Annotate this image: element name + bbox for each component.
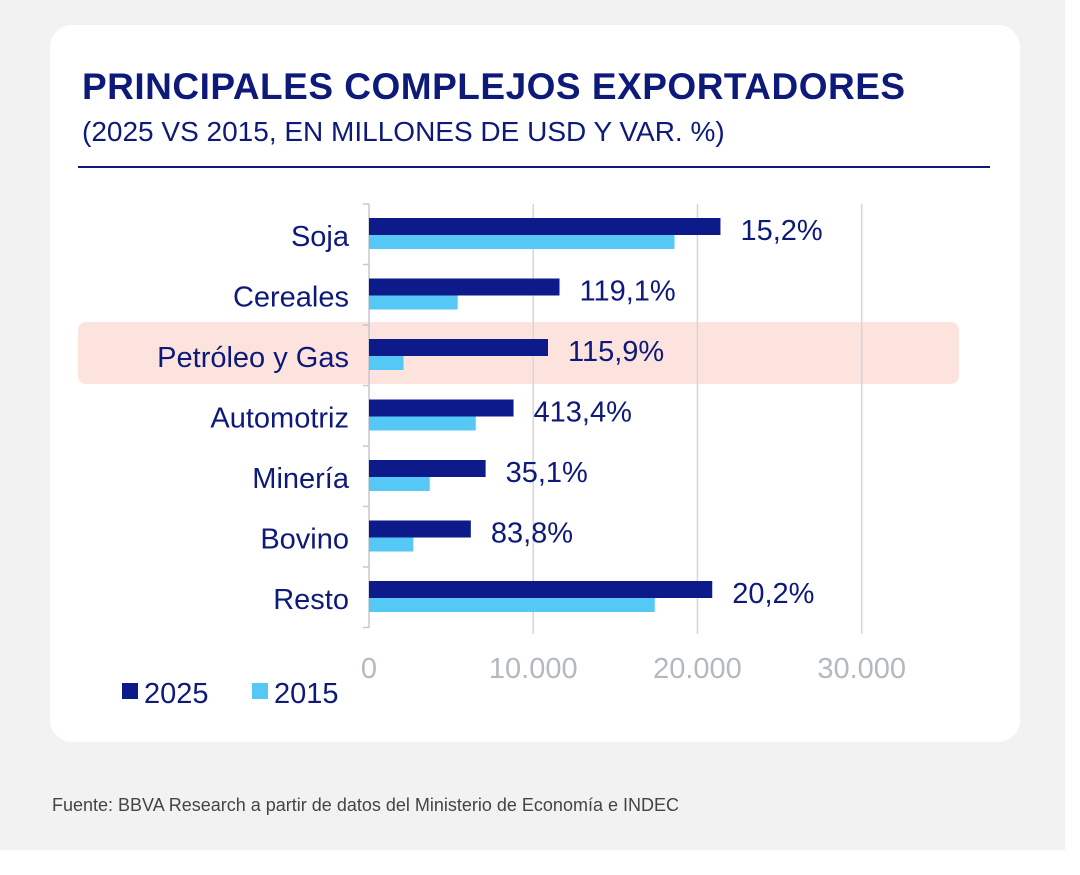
variation-label: 15,2% (740, 215, 822, 247)
category-label: Cereales (233, 282, 349, 314)
legend-label: 2015 (274, 678, 339, 710)
category-label: Bovino (260, 524, 349, 556)
bar-2015 (369, 537, 414, 552)
bar-2025 (369, 339, 549, 356)
variation-label: 413,4% (534, 397, 632, 429)
category-label: Resto (273, 584, 349, 616)
legend-label: 2025 (144, 678, 209, 710)
category-label: Soja (291, 221, 350, 253)
variation-label: 20,2% (732, 578, 814, 610)
x-tick-label: 30.000 (817, 653, 906, 685)
bar-2025 (369, 520, 471, 538)
x-tick-label: 10.000 (489, 653, 578, 685)
legend-swatch-2015 (252, 683, 268, 699)
bar-2025 (369, 278, 560, 296)
bar-2025 (369, 460, 486, 477)
bar-2025 (369, 581, 713, 598)
bar-2015 (369, 416, 476, 431)
x-tick-label: 20.000 (653, 653, 742, 685)
legend-swatch-2025 (122, 683, 138, 699)
variation-label: 119,1% (580, 276, 676, 308)
variation-label: 35,1% (506, 457, 588, 489)
variation-label: 115,9% (568, 336, 664, 368)
category-label: Automotriz (210, 403, 349, 435)
bar-2015 (369, 295, 458, 310)
bar-2015 (369, 598, 655, 612)
chart-title: PRINCIPALES COMPLEJOS EXPORTADORES (82, 66, 906, 107)
bar-2025 (369, 218, 721, 235)
source-note: Fuente: BBVA Research a partir de datos … (52, 795, 679, 815)
chart-subtitle: (2025 VS 2015, EN MILLONES DE USD Y VAR.… (82, 116, 725, 147)
bar-2015 (369, 356, 404, 370)
category-label: Petróleo y Gas (157, 342, 349, 374)
variation-label: 83,8% (491, 518, 573, 550)
bar-2015 (369, 477, 430, 491)
x-tick-label: 0 (361, 653, 377, 685)
category-label: Minería (252, 463, 350, 495)
title-divider (78, 166, 990, 168)
bar-2015 (369, 235, 675, 249)
bar-2025 (369, 399, 514, 417)
